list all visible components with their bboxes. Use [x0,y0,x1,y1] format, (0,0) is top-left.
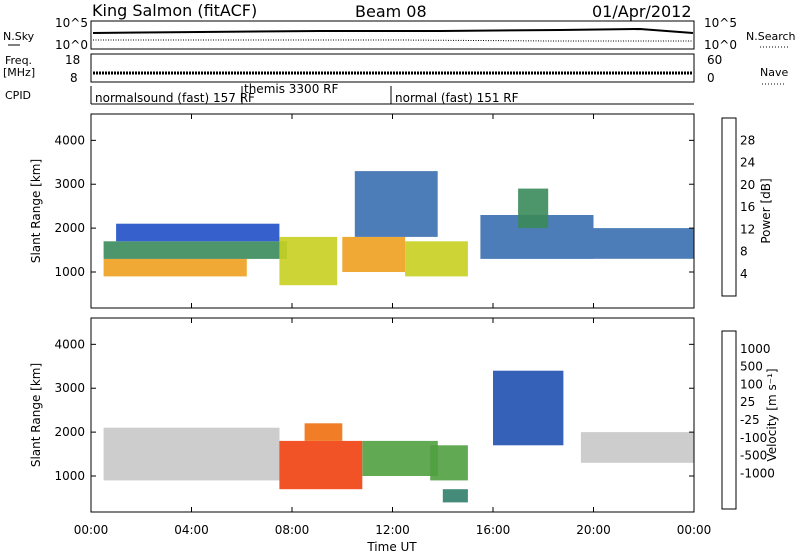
velocity-region-5 [442,489,468,503]
nave-tick-top: 60 [707,53,722,67]
nsearch-label: N.Search [746,30,796,43]
cpid-mode-3: normal (fast) 151 RF [395,91,519,105]
velocity-colorbar: 1000 500 100 25 -25 -100 -500 -1000 [721,330,775,510]
velocity-region-1 [279,440,363,490]
velocity-colorbar-tick-1: 500 [740,360,763,374]
velocity-region-0 [103,427,280,481]
x-tick-label-1: 04:00 [174,523,209,537]
x-tick-label-3: 12:00 [375,523,410,537]
velocity-regions [103,370,694,503]
velocity-colorbar-tick-6: -500 [740,449,767,463]
velocity-ylabel: Slant Range [km] [29,363,43,467]
power-colorbar-tick-0: 4 [740,267,748,281]
x-axis-label: Time UT [366,540,417,554]
nsky-tick-bottom: 10^0 [55,38,88,52]
nsky-label: N.Sky [3,30,35,43]
velocity-colorbar-tick-0: 1000 [740,342,771,356]
cpid-label: CPID [5,89,31,102]
velocity-ytick-label-0: 1000 [54,469,85,483]
power-regions [103,171,694,286]
velocity-ytick-label-3: 4000 [54,337,85,351]
power-colorbar-tick-4: 20 [740,178,755,192]
velocity-colorbar-tick-4: -25 [740,413,760,427]
cpid-mode-2: themis 3300 RF [244,82,338,96]
power-region-6 [405,241,468,277]
velocity-region-6 [493,370,564,446]
velocity-colorbar-frame [721,330,737,510]
x-tick-label-2: 08:00 [275,523,310,537]
velocity-frame [90,317,695,513]
power-colorbar: 4 8 12 16 20 24 28 [721,117,755,297]
power-ytick-label-3: 4000 [54,133,85,147]
velocity-ytick-label-1: 2000 [54,425,85,439]
velocity-yticks: 1000 2000 3000 4000 [54,318,695,512]
cpid-strip: CPID normalsound (fast) 157 RF themis 33… [5,82,694,105]
velocity-colorbar-tick-5: -100 [740,431,767,445]
nsky-series [92,27,694,34]
power-region-3 [279,236,338,286]
x-tick-label-5: 20:00 [576,523,611,537]
velocity-region-2 [304,423,343,441]
power-colorbar-tick-2: 12 [740,222,755,236]
velocity-colorbar-label: Velocity [m s⁻¹] [765,368,779,461]
freq-label-1: Freq. [5,54,32,67]
power-ylabel: Slant Range [km] [29,159,43,263]
velocity-colorbar-tick-2: 100 [740,377,763,391]
power-region-1 [103,241,287,259]
velocity-colorbar-tick-7: -1000 [740,466,775,480]
x-tick-label-4: 16:00 [476,523,511,537]
velocity-region-7 [580,432,694,463]
nave-label: Nave [760,66,788,79]
power-yticks: 1000 2000 3000 4000 [54,114,695,308]
x-axis-ticks: 00:00 04:00 08:00 12:00 16:00 20:00 00:00 [74,523,712,537]
cpid-mode-1: normalsound (fast) 157 RF [95,91,255,105]
power-colorbar-frame [721,117,737,297]
power-region-0 [103,258,247,277]
date-title: 01/Apr/2012 [592,2,692,21]
power-ytick-label-0: 1000 [54,265,85,279]
nave-tick-bottom: 0 [707,71,715,85]
nsearch-tick-top: 10^5 [704,16,737,30]
power-panel: 1000 2000 3000 4000 Slant Range [km] 4 8 12 16… [29,113,773,309]
nsearch-series [93,39,693,42]
power-colorbar-tick-3: 16 [740,200,755,214]
beam-title: Beam 08 [355,2,427,21]
power-colorbar-tick-5: 24 [740,156,755,170]
radar-title: King Salmon (fitACF) [92,1,257,20]
power-ytick-label-2: 3000 [54,177,85,191]
freq-strip: Freq. [MHz] 18 8 60 0 Nave [3,53,788,85]
velocity-ytick-label-2: 3000 [54,381,85,395]
power-region-5 [354,171,438,237]
power-colorbar-label: Power [dB] [759,178,773,243]
noise-strip: N.Sky 10^5 10^0 10^5 10^0 N.Search [3,16,796,52]
velocity-panel: 1000 2000 3000 4000 Slant Range [km] 1000 50… [29,317,779,513]
power-region-4 [342,236,406,272]
velocity-region-3 [362,440,438,476]
freq-tick-top: 18 [65,53,80,67]
power-ytick-label-1: 2000 [54,221,85,235]
power-region-8 [518,188,549,229]
noise-strip-frame [90,20,695,50]
nsky-tick-top: 10^5 [55,16,88,30]
velocity-region-4 [430,445,468,481]
x-tick-label-6: 00:00 [677,523,712,537]
power-colorbar-tick-1: 8 [740,245,748,259]
x-tick-label-0: 00:00 [74,523,109,537]
freq-label-2: [MHz] [3,66,35,79]
power-colorbar-tick-6: 28 [740,133,755,147]
power-region-9 [593,228,694,259]
nsearch-tick-bottom: 10^0 [704,38,737,52]
power-region-2 [116,223,280,242]
freq-strip-frame [90,53,695,83]
freq-tick-bottom: 8 [70,71,78,85]
velocity-colorbar-tick-3: 25 [740,395,755,409]
